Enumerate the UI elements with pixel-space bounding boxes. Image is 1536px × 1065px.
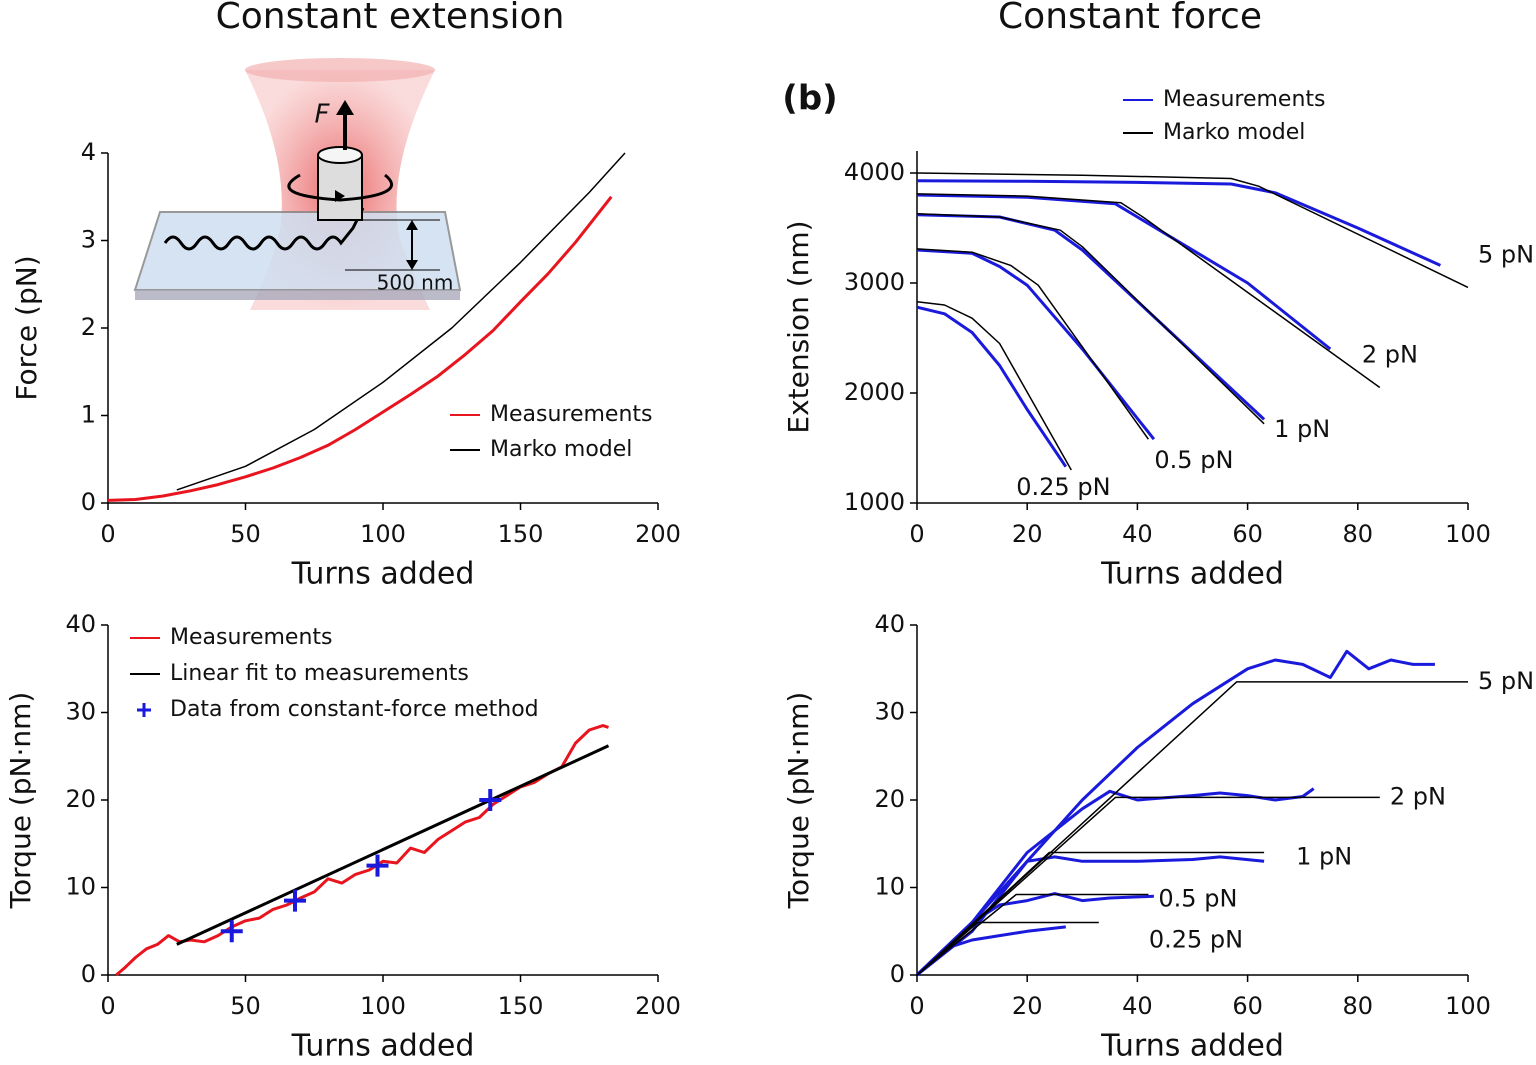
y-tick-label: 3 [81, 226, 96, 254]
y-tick-label: 30 [874, 698, 905, 726]
x-axis-label: Turns added [1100, 1029, 1284, 1064]
data-line [915, 892, 1154, 977]
y-tick-label: 10 [65, 873, 96, 901]
plus-marker [220, 920, 243, 943]
y-tick-label: 40 [65, 610, 96, 638]
data-line [915, 787, 1315, 977]
legend-label: Marko model [1163, 120, 1305, 145]
y-tick-label: 0 [81, 488, 96, 516]
x-tick-label: 100 [360, 992, 406, 1020]
data-line [916, 305, 1068, 468]
data-line [916, 921, 1099, 976]
data-line [176, 152, 626, 491]
x-tick-label: 20 [1012, 992, 1043, 1020]
plus-marker [479, 789, 502, 811]
y-tick-label: 0 [890, 960, 905, 988]
data-line [916, 193, 1381, 389]
y-axis-label: Torque (pN·nm) [782, 692, 815, 910]
legend-marker [137, 703, 151, 717]
x-axis-label: Turns added [291, 557, 475, 592]
x-tick-label: 100 [1445, 992, 1491, 1020]
data-line [915, 925, 1066, 977]
data-line [176, 744, 610, 946]
x-tick-label: 0 [909, 992, 924, 1020]
section-title: Constant force [998, 0, 1262, 37]
x-tick-label: 200 [635, 992, 681, 1020]
y-tick-label: 1000 [844, 488, 905, 516]
legend-label: Measurements [170, 625, 333, 650]
legend-label: Marko model [490, 437, 632, 462]
y-tick-label: 1 [81, 401, 96, 429]
data-line [916, 172, 1469, 289]
inset-diagram: F 500 nm [133, 58, 462, 310]
plus-marker [366, 854, 389, 877]
x-tick-label: 60 [1232, 992, 1263, 1020]
x-tick-label: 100 [1445, 520, 1491, 548]
data-line [107, 195, 613, 502]
data-line [916, 300, 1072, 471]
y-tick-label: 2 [81, 313, 96, 341]
x-tick-label: 50 [230, 992, 261, 1020]
y-tick-label: 20 [65, 785, 96, 813]
data-line [916, 193, 1332, 351]
curve-label: 2 pN [1390, 782, 1446, 810]
x-axis-label: Turns added [291, 1029, 475, 1064]
data-line [916, 851, 1265, 976]
data-line [915, 855, 1265, 977]
x-tick-label: 40 [1122, 520, 1153, 548]
panel-label: (b) [782, 79, 837, 119]
x-tick-label: 0 [100, 520, 115, 548]
y-tick-label: 2000 [844, 378, 905, 406]
y-tick-label: 40 [874, 610, 905, 638]
curve-label: 5 pN [1478, 240, 1534, 268]
y-axis-label: Extension (nm) [782, 220, 815, 433]
section-title: Constant extension [216, 0, 565, 37]
x-tick-label: 100 [360, 520, 406, 548]
plus-marker [284, 889, 306, 912]
x-tick-label: 60 [1232, 520, 1263, 548]
data-line [916, 893, 1149, 976]
y-axis-label: Force (pN) [10, 255, 43, 400]
y-tick-label: 3000 [844, 268, 905, 296]
y-tick-label: 10 [874, 873, 905, 901]
y-tick-label: 30 [65, 698, 96, 726]
data-line [916, 212, 1265, 425]
curve-label: 1 pN [1274, 415, 1330, 443]
data-line [916, 248, 1156, 441]
legend-label: Measurements [490, 402, 653, 427]
curve-label: 2 pN [1362, 341, 1418, 369]
y-tick-label: 0 [81, 960, 96, 988]
scale-label: 500 nm [377, 271, 454, 295]
curve-label: 5 pN [1478, 667, 1534, 695]
curve-label: 0.25 pN [1016, 473, 1110, 501]
x-tick-label: 0 [909, 520, 924, 548]
x-tick-label: 80 [1343, 520, 1374, 548]
legend-label: Data from constant-force method [170, 697, 539, 722]
curve-label: 1 pN [1296, 843, 1352, 871]
curve-label: 0.5 pN [1158, 885, 1237, 913]
legend-label: Linear fit to measurements [170, 661, 469, 686]
y-tick-label: 4000 [844, 158, 905, 186]
y-tick-label: 20 [874, 785, 905, 813]
x-tick-label: 150 [498, 520, 544, 548]
curve-label: 0.25 pN [1149, 926, 1243, 954]
data-line [916, 248, 1150, 440]
data-line [916, 179, 1442, 267]
y-axis-label: Torque (pN·nm) [4, 692, 37, 910]
x-tick-label: 20 [1012, 520, 1043, 548]
x-tick-label: 200 [635, 520, 681, 548]
curve-label: 0.5 pN [1154, 446, 1233, 474]
data-line [916, 796, 1380, 976]
x-tick-label: 150 [498, 992, 544, 1020]
legend-label: Measurements [1163, 87, 1326, 112]
y-tick-label: 4 [81, 138, 96, 166]
x-tick-label: 50 [230, 520, 261, 548]
x-tick-label: 40 [1122, 992, 1153, 1020]
x-tick-label: 0 [100, 992, 115, 1020]
force-label: F [315, 100, 331, 130]
x-axis-label: Turns added [1100, 557, 1284, 592]
x-tick-label: 80 [1343, 992, 1374, 1020]
